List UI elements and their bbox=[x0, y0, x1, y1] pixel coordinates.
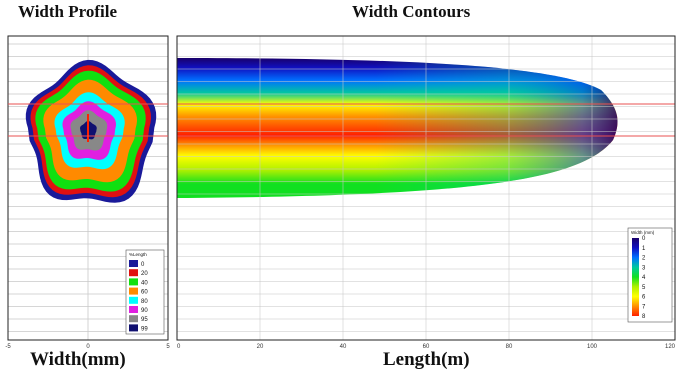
profile-legend-swatch bbox=[129, 315, 138, 323]
contour-gridlines bbox=[177, 36, 675, 340]
profile-frame bbox=[7, 35, 169, 341]
profile-legend-label: 60 bbox=[141, 290, 148, 296]
contour-xtick-label: 100 bbox=[587, 344, 598, 350]
contour-xtick-label: 80 bbox=[506, 344, 513, 350]
profile-legend-label: 95 bbox=[141, 317, 148, 323]
contour-frame bbox=[176, 35, 676, 341]
profile-legend-swatch bbox=[129, 306, 138, 313]
profile-legend-swatch bbox=[129, 324, 138, 332]
colorbar-tick-label: 6 bbox=[642, 295, 646, 301]
profile-xtick-label: 5 bbox=[166, 344, 170, 350]
profile-legend-label: 0 bbox=[141, 262, 145, 268]
colorbar-tick-label: 8 bbox=[642, 314, 646, 320]
profile-legend-label: 20 bbox=[141, 271, 148, 277]
contour-xtick-label: 60 bbox=[423, 344, 430, 350]
profile-legend-swatch bbox=[129, 269, 138, 277]
profile-legend-title: %Length bbox=[129, 252, 147, 257]
colorbar-gradient bbox=[632, 238, 639, 316]
width-contours-xlabel: Length(m) bbox=[383, 349, 470, 370]
contour-band-tip-shade bbox=[177, 58, 618, 198]
colorbar-tick-label: 1 bbox=[642, 246, 646, 252]
colorbar-tick-label: 2 bbox=[642, 256, 646, 262]
contour-layers bbox=[177, 58, 618, 198]
colorbar-tick-label: 3 bbox=[642, 265, 646, 271]
profile-xtick-label: 0 bbox=[86, 344, 90, 350]
profile-legend-label: 40 bbox=[141, 280, 148, 286]
width-profile-title: Width Profile bbox=[18, 2, 118, 21]
colorbar-tick-label: 7 bbox=[642, 304, 646, 310]
contour-xtick-label: 0 bbox=[177, 344, 181, 350]
profile-legend-swatch bbox=[129, 296, 138, 304]
contour-xtick-label: 120 bbox=[665, 344, 676, 350]
profile-legend-swatch bbox=[129, 278, 138, 286]
contour-xtick-label: 20 bbox=[257, 344, 264, 350]
colorbar-tick-label: 0 bbox=[642, 236, 646, 242]
profile-xtick-label: -5 bbox=[5, 344, 11, 350]
width-profile-xlabel: Width(mm) bbox=[30, 349, 126, 370]
profile-legend-label: 90 bbox=[141, 308, 148, 314]
colorbar-title: Width (mm) bbox=[631, 230, 655, 235]
contour-xtick-label: 40 bbox=[340, 344, 347, 350]
width-contours-title: Width Contours bbox=[352, 2, 471, 21]
colorbar-tick-label: 5 bbox=[642, 285, 646, 291]
profile-shapes bbox=[25, 59, 157, 203]
profile-legend-label: 99 bbox=[141, 326, 148, 332]
profile-legend-label: 80 bbox=[141, 299, 148, 305]
profile-legend-swatch bbox=[129, 260, 138, 267]
profile-legend-swatch bbox=[129, 287, 138, 295]
colorbar-tick-label: 4 bbox=[642, 275, 646, 281]
